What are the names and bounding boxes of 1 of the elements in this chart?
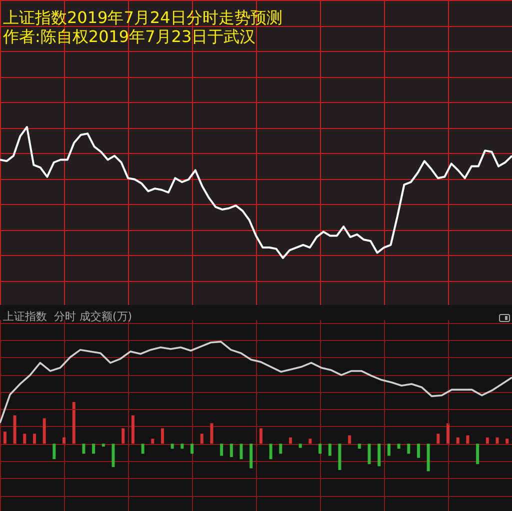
chart-title: 上证指数 分时 成交额(万) bbox=[3, 309, 132, 324]
